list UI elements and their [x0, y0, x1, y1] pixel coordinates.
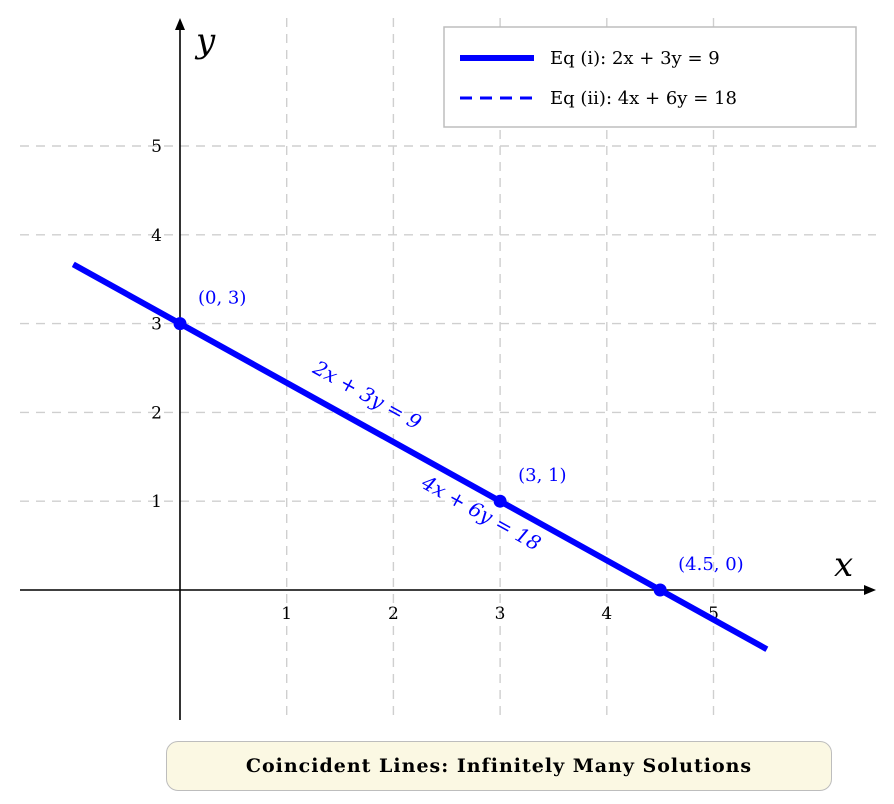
axes: x y — [20, 18, 876, 720]
x-tick-label: 1 — [281, 604, 292, 624]
y-tick-label: 5 — [151, 137, 162, 157]
legend-entry-eq-ii: Eq (ii): 4x + 6y = 18 — [550, 88, 737, 109]
x-tick-label: 3 — [495, 604, 506, 624]
point-label: (3, 1) — [518, 465, 566, 486]
legend-entry-eq-i: Eq (i): 2x + 3y = 9 — [550, 48, 720, 69]
tick-labels: 1 2 3 4 5 1 2 3 4 5 — [151, 137, 719, 624]
line-annotation-eq-i: 2x + 3y = 9 — [308, 355, 425, 435]
x-axis-label: x — [834, 545, 853, 585]
caption-box: Coincident Lines: Infinitely Many Soluti… — [166, 741, 832, 791]
grid — [20, 18, 876, 720]
point-marker — [173, 317, 187, 331]
point-label: (0, 3) — [198, 288, 246, 309]
point-marker — [653, 583, 667, 597]
x-axis-arrowhead — [864, 585, 876, 595]
point-label: (4.5, 0) — [678, 554, 744, 575]
legend: Eq (i): 2x + 3y = 9 Eq (ii): 4x + 6y = 1… — [443, 26, 857, 128]
y-axis-label: y — [194, 21, 216, 61]
x-tick-label: 5 — [708, 604, 719, 624]
y-axis-arrowhead — [175, 18, 185, 30]
x-tick-label: 4 — [601, 604, 612, 624]
y-tick-label: 2 — [151, 403, 162, 423]
point-marker — [493, 494, 507, 508]
legend-box — [443, 26, 857, 128]
caption-text: Coincident Lines: Infinitely Many Soluti… — [245, 755, 753, 777]
x-tick-label: 2 — [388, 604, 399, 624]
series-layer — [71, 261, 769, 652]
y-tick-label: 4 — [151, 226, 162, 246]
y-tick-label: 3 — [151, 315, 162, 335]
points-layer: (0, 3) (3, 1) (4.5, 0) — [173, 288, 744, 597]
series-line-eq-ii — [72, 263, 768, 651]
y-tick-label: 1 — [151, 492, 162, 512]
annotations-layer: 2x + 3y = 94x + 6y = 18 — [308, 355, 545, 556]
